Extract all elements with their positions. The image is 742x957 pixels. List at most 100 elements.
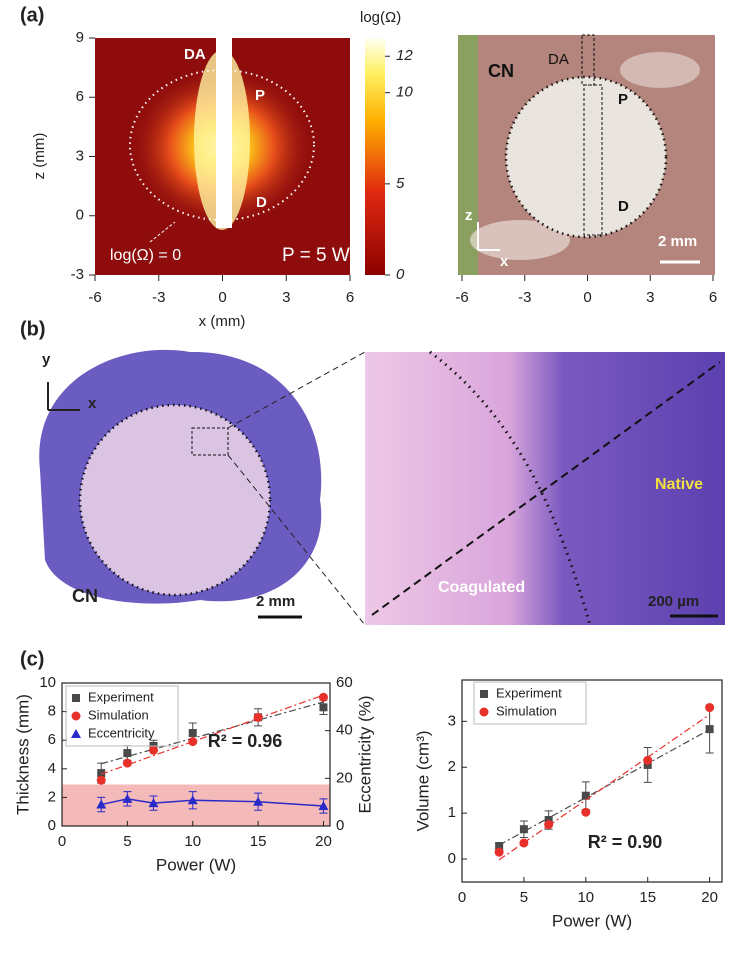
marker (96, 775, 106, 785)
region-label: CN (72, 586, 98, 606)
colorbar-tick-label: 5 (396, 175, 405, 192)
coagulated-label: Coagulated (438, 579, 525, 596)
legend-frame (65, 685, 179, 747)
x-axis-label: Power (W) (552, 911, 632, 930)
legend-frame (473, 681, 587, 725)
series-line (101, 798, 324, 807)
arrow (149, 221, 176, 243)
x-tick-label: 20 (701, 889, 718, 906)
fit-line (101, 701, 324, 765)
y-axis-label: Volume (cm³) (413, 730, 432, 831)
x-axis-label: Power (W) (156, 855, 236, 874)
marker (318, 800, 329, 810)
y-tick-label: 2 (48, 788, 56, 805)
fit-line (101, 694, 324, 775)
y-tick-label: 10 (39, 674, 56, 691)
y-tick-label: -3 (71, 266, 84, 283)
legend-label: Experiment (88, 689, 154, 704)
y2-tick-label: 40 (336, 722, 353, 739)
marker (479, 707, 489, 717)
marker (519, 825, 528, 834)
x-tick-label: 0 (583, 289, 591, 306)
x-tick-label: -3 (152, 289, 165, 306)
marker (71, 711, 81, 721)
x-tick-label: 0 (218, 289, 226, 306)
marker (253, 712, 263, 722)
marker (253, 796, 264, 806)
marker (148, 798, 159, 808)
colorbar-tick-label: 12 (396, 47, 413, 64)
x-tick-label: 6 (346, 289, 354, 306)
marker (188, 729, 197, 738)
x-tick-label: 0 (58, 833, 66, 850)
plot-frame (61, 682, 331, 827)
y2-tick-label: 20 (336, 769, 353, 786)
fit-line (498, 714, 710, 861)
electrode-label: DA (548, 51, 569, 68)
y-tick-label: 0 (76, 207, 84, 224)
marker (318, 692, 328, 702)
marker (122, 758, 132, 768)
marker (544, 820, 554, 830)
y-tick-label: 6 (48, 731, 56, 748)
x-tick-label: 3 (282, 289, 290, 306)
y-tick-label: 9 (76, 29, 84, 46)
y-tick-label: 0 (448, 850, 456, 867)
marker (96, 799, 107, 809)
y-tick-label: 6 (76, 88, 84, 105)
x-tick-label: 20 (315, 833, 332, 850)
colorbar-title: log(Ω) (360, 9, 401, 26)
y-tick-label: 0 (48, 817, 56, 834)
marker (544, 816, 553, 825)
marker (149, 745, 159, 755)
colorbar-tick-label: 0 (396, 266, 405, 283)
marker (705, 703, 715, 713)
marker (581, 807, 591, 817)
annotation: R² = 0.96 (208, 731, 283, 751)
x-axis-label: x (500, 253, 509, 270)
marker (494, 847, 504, 857)
panel-label: (c) (20, 648, 44, 670)
y-tick-label: 4 (48, 760, 56, 777)
x-tick-label: 3 (646, 289, 654, 306)
y-axis-label: z (mm) (31, 133, 48, 180)
native-label: Native (655, 476, 703, 493)
legend-label: Experiment (496, 685, 562, 700)
marker (643, 755, 653, 765)
marker (71, 729, 81, 738)
scale-bar-label: 2 mm (658, 233, 697, 250)
marker (519, 838, 529, 848)
panel-label: (b) (20, 318, 46, 340)
distal-label: D (618, 198, 629, 215)
legend-label: Eccentricity (88, 725, 155, 740)
x-tick-label: 5 (520, 889, 528, 906)
scale-bar-label: 200 µm (648, 593, 699, 610)
x-tick-label: 15 (639, 889, 656, 906)
x-tick-label: 10 (184, 833, 201, 850)
marker (480, 690, 488, 698)
y-tick-label: 3 (76, 147, 84, 164)
marker (72, 694, 80, 702)
y-axis-label: Thickness (mm) (13, 694, 32, 815)
marker (319, 703, 328, 712)
legend-label: Simulation (88, 707, 149, 722)
marker (188, 737, 198, 747)
marker (122, 793, 133, 803)
colorbar-tick-label: 10 (396, 84, 413, 101)
proximal-label: P (255, 87, 265, 104)
marker (643, 760, 652, 769)
x-tick-label: 5 (123, 833, 131, 850)
x-tick-label: -6 (88, 289, 101, 306)
y2-tick-label: 0 (336, 817, 344, 834)
y-tick-label: 1 (448, 804, 456, 821)
distal-label: D (256, 194, 267, 211)
annotation: R² = 0.90 (588, 832, 663, 852)
y-tick-label: 2 (448, 758, 456, 775)
marker (187, 795, 198, 805)
legend-label: Simulation (496, 703, 557, 718)
y2-tick-label: 60 (336, 674, 353, 691)
plot-frame (461, 679, 723, 883)
y-axis-label: y (42, 351, 51, 368)
scale-bar-label: 2 mm (256, 593, 295, 610)
